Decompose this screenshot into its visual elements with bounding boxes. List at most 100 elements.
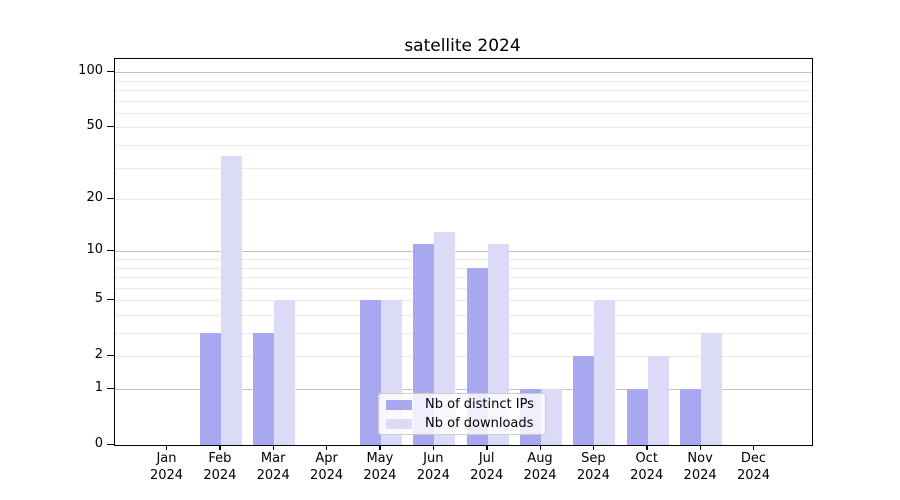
x-tick-year: 2024 xyxy=(576,468,610,483)
x-tick-mark xyxy=(432,446,435,450)
y-tick-label: 2 xyxy=(94,347,103,363)
major-gridline xyxy=(115,251,812,253)
x-tick-label-mar: Mar 2024 xyxy=(246,450,300,484)
x-tick-year: 2024 xyxy=(523,468,557,483)
minor-gridline xyxy=(115,300,812,302)
x-tick-label-jan: Jan 2024 xyxy=(140,450,194,484)
minor-gridline xyxy=(115,167,812,169)
bar-nb-of-distinct-ips-sep xyxy=(573,356,595,445)
y-tick-mark xyxy=(107,125,114,128)
x-tick-month: Dec xyxy=(740,451,767,466)
x-tick-label-jun: Jun 2024 xyxy=(406,450,460,484)
x-tick-year: 2024 xyxy=(203,468,237,483)
x-tick-mark xyxy=(699,446,701,450)
x-tick-month: Nov xyxy=(687,451,713,466)
minor-gridline xyxy=(115,259,812,260)
x-tick-mark xyxy=(646,446,648,450)
x-tick-month: Sep xyxy=(581,451,606,466)
minor-gridline xyxy=(115,80,812,82)
x-tick-label-sep: Sep 2024 xyxy=(566,450,620,484)
x-tick-month: Jun xyxy=(423,451,444,466)
x-tick-mark xyxy=(486,446,488,450)
minor-gridline xyxy=(115,287,812,289)
minor-gridline xyxy=(115,333,812,334)
x-tick-month: Aug xyxy=(527,451,553,466)
major-gridline xyxy=(115,72,812,74)
x-tick-year: 2024 xyxy=(683,468,717,483)
bar-nb-of-downloads-feb xyxy=(220,155,242,445)
legend-item-downloads: Nb of downloads xyxy=(386,416,537,431)
bar-nb-of-downloads-oct xyxy=(647,356,669,445)
y-tick-label: 10 xyxy=(86,242,103,258)
x-tick-mark xyxy=(219,446,221,450)
x-tick-label-aug: Aug 2024 xyxy=(513,450,567,484)
bar-nb-of-distinct-ips-nov xyxy=(680,389,702,445)
x-tick-label-feb: Feb 2024 xyxy=(193,450,247,484)
bar-nb-of-downloads-nov xyxy=(701,333,723,445)
minor-gridline xyxy=(115,267,812,269)
x-tick-year: 2024 xyxy=(736,468,771,483)
bar-nb-of-downloads-jun xyxy=(434,231,456,445)
minor-gridline xyxy=(115,199,812,201)
legend: Nb of distinct IPs Nb of downloads xyxy=(378,393,546,435)
x-tick-mark xyxy=(539,446,541,450)
x-tick-label-nov: Nov 2024 xyxy=(673,450,727,484)
y-tick-mark xyxy=(107,70,114,73)
x-tick-label-may: May 2024 xyxy=(353,450,407,484)
legend-label-downloads: Nb of downloads xyxy=(425,416,534,431)
major-gridline xyxy=(115,389,812,390)
y-tick-label: 5 xyxy=(94,291,103,307)
y-tick-mark xyxy=(107,249,114,252)
x-tick-mark xyxy=(326,446,328,450)
bar-nb-of-distinct-ips-mar xyxy=(253,333,275,445)
x-tick-month: Mar xyxy=(260,451,286,466)
x-tick-year: 2024 xyxy=(310,468,344,483)
y-tick-mark xyxy=(107,354,114,357)
plot-area xyxy=(114,58,813,446)
minor-gridline xyxy=(115,100,812,102)
minor-gridline xyxy=(115,145,812,147)
x-tick-year: 2024 xyxy=(256,468,290,483)
minor-gridline xyxy=(115,277,812,278)
bar-nb-of-distinct-ips-oct xyxy=(626,389,648,445)
x-tick-year: 2024 xyxy=(363,468,397,483)
x-tick-year: 2024 xyxy=(149,468,184,483)
x-tick-month: May xyxy=(366,451,394,466)
x-tick-mark xyxy=(272,446,275,450)
legend-swatch-downloads xyxy=(386,418,412,429)
bar-nb-of-downloads-mar xyxy=(274,300,296,445)
x-tick-mark xyxy=(592,446,595,450)
bar-nb-of-downloads-sep xyxy=(594,300,616,445)
x-tick-year: 2024 xyxy=(630,468,664,483)
x-tick-label-oct: Oct 2024 xyxy=(620,450,674,484)
x-tick-label-jul: Jul 2024 xyxy=(460,450,514,484)
legend-item-distinct-ips: Nb of distinct IPs xyxy=(386,397,537,412)
x-tick-mark xyxy=(753,446,755,450)
x-tick-month: Feb xyxy=(208,451,232,466)
minor-gridline xyxy=(115,356,812,358)
y-tick-mark xyxy=(107,443,114,445)
minor-gridline xyxy=(115,113,812,114)
minor-gridline xyxy=(115,315,812,316)
x-tick-year: 2024 xyxy=(416,468,450,483)
y-tick-label: 100 xyxy=(78,63,103,79)
x-tick-year: 2024 xyxy=(470,468,504,483)
y-tick-label: 0 xyxy=(94,436,103,451)
y-tick-mark xyxy=(107,197,114,199)
x-tick-month: Oct xyxy=(635,451,658,466)
y-tick-label: 50 xyxy=(86,118,103,134)
bar-nb-of-downloads-aug xyxy=(541,389,562,445)
x-tick-month: Jan xyxy=(156,451,177,466)
chart-title: satellite 2024 xyxy=(404,36,521,56)
x-tick-month: Apr xyxy=(315,451,338,466)
y-tick-mark xyxy=(107,387,114,389)
bar-nb-of-distinct-ips-feb xyxy=(199,333,221,445)
x-tick-label-apr: Apr 2024 xyxy=(300,450,354,484)
minor-gridline xyxy=(115,127,812,129)
y-tick-label: 1 xyxy=(94,380,103,395)
y-tick-mark xyxy=(107,298,114,301)
minor-gridline xyxy=(115,90,812,92)
y-tick-label: 20 xyxy=(86,190,103,206)
x-tick-month: Jul xyxy=(478,451,495,466)
